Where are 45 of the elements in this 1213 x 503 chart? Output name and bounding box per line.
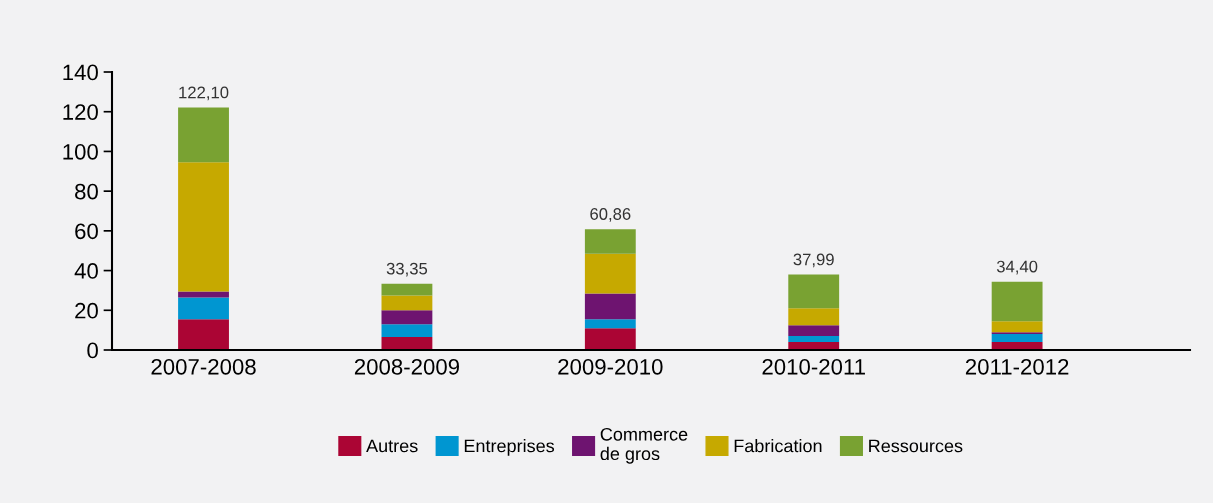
bar	[178, 297, 229, 320]
y-tick-label: 120	[63, 104, 98, 120]
bar	[381, 295, 433, 311]
total-label: 33,35	[386, 262, 428, 277]
bar	[381, 283, 433, 296]
total-label: 34,40	[996, 260, 1038, 275]
x-tick-label: 2007-2008	[151, 358, 256, 375]
bar	[788, 325, 840, 337]
x-tick-label: 2010-2011	[762, 358, 865, 375]
total-label: 122,10	[179, 86, 229, 101]
bar	[991, 281, 1043, 322]
bar	[178, 319, 229, 350]
bar	[584, 319, 636, 329]
bar	[788, 274, 840, 309]
y-tick-label: 140	[63, 64, 98, 81]
bar	[788, 336, 840, 343]
bar	[381, 324, 433, 338]
x-tick-label: 2008-2009	[354, 358, 460, 375]
y-tick-label: 80	[75, 183, 98, 200]
bar	[788, 308, 840, 326]
bar	[178, 107, 229, 163]
bar	[584, 293, 636, 320]
bar	[381, 310, 433, 325]
bar	[584, 328, 636, 350]
legend-label: Ressources	[869, 439, 963, 453]
bar	[991, 334, 1043, 343]
x-tick-label: 2011-2012	[965, 358, 1069, 375]
bar	[584, 229, 636, 254]
y-tick-label: 20	[75, 302, 98, 319]
y-tick-label: 40	[74, 263, 98, 279]
y-tick-label: 60	[75, 223, 98, 240]
legend-label: Entreprises	[464, 439, 555, 456]
y-tick-label: 0	[87, 342, 98, 359]
bar	[381, 337, 433, 350]
bar	[991, 321, 1043, 333]
bar	[584, 253, 636, 294]
bar	[178, 291, 229, 298]
total-label: 60,86	[590, 208, 631, 222]
total-label: 37,99	[793, 253, 834, 268]
y-tick-label: 100	[63, 143, 98, 160]
legend-label: Commerce de gros	[600, 427, 688, 464]
legend-label: Autres	[366, 439, 418, 453]
x-tick-label: 2009-2010	[558, 358, 663, 375]
legend-label: Fabrication	[734, 439, 822, 453]
bar	[178, 162, 229, 292]
